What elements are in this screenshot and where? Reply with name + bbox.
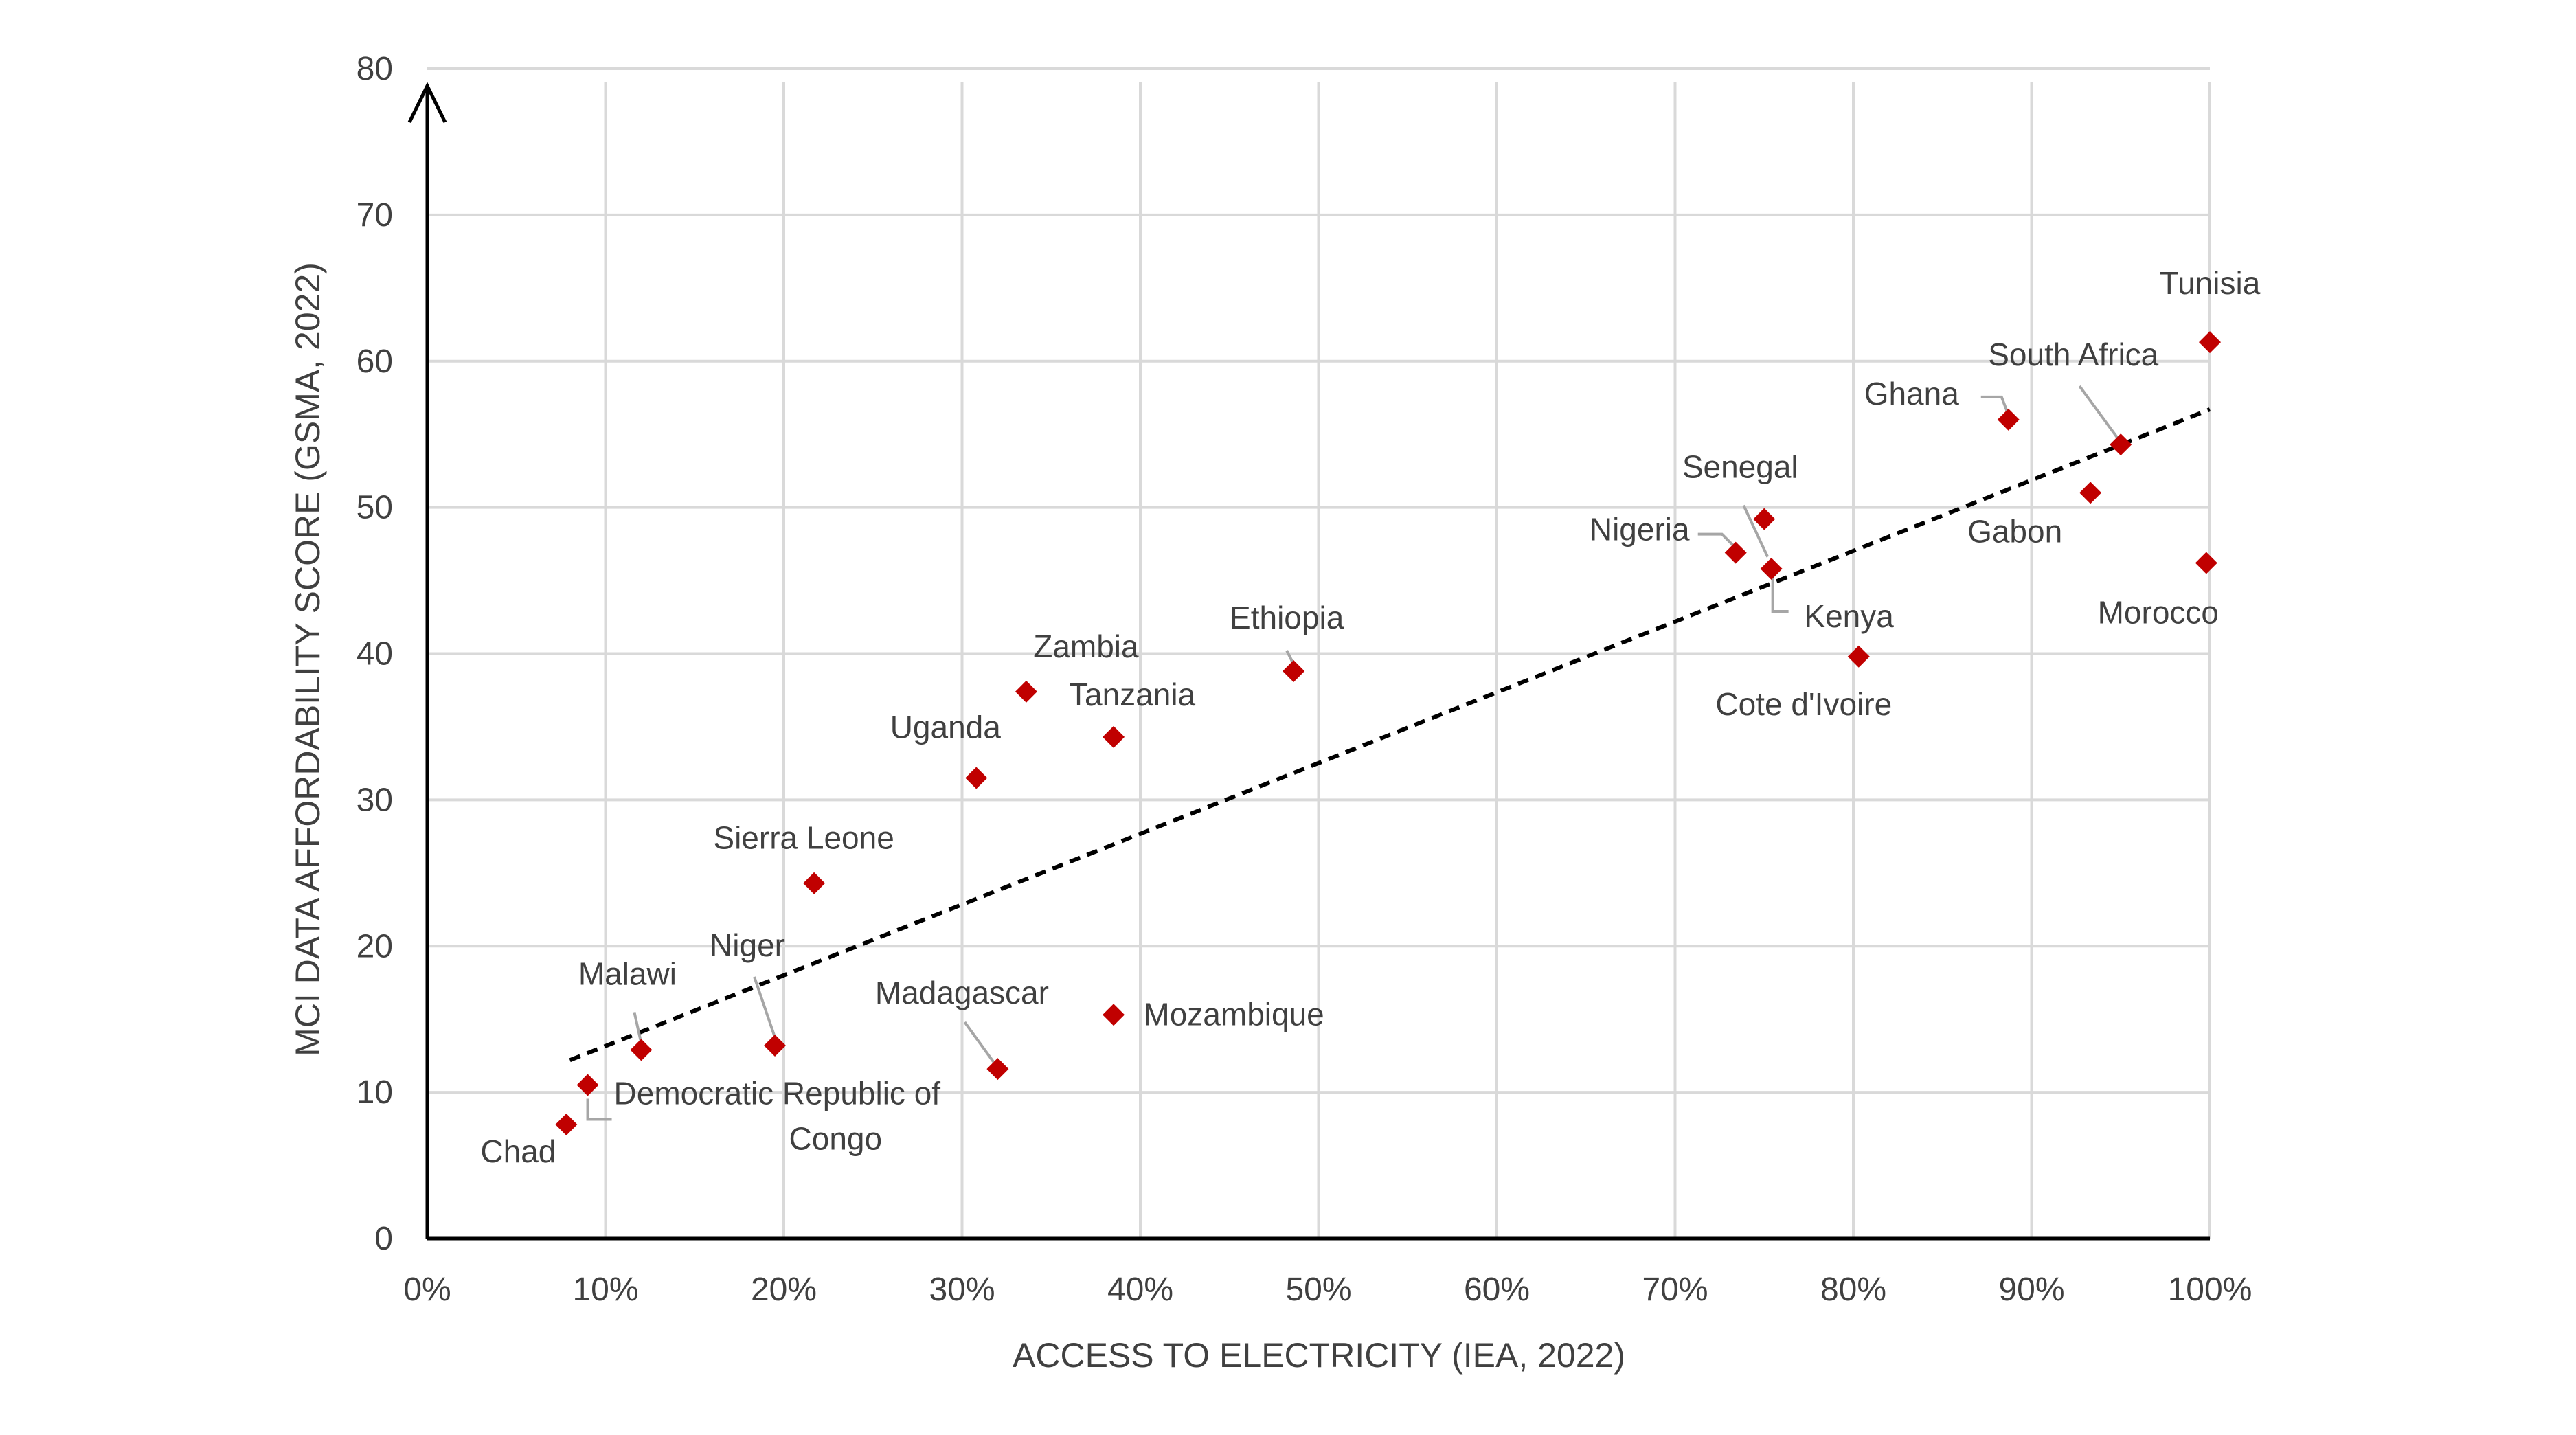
leader-line-madagascar <box>963 1021 995 1063</box>
point-label-south-africa: South Africa <box>1988 337 2158 372</box>
data-point-senegal <box>1753 508 1776 530</box>
data-point-tunisia <box>2199 331 2221 354</box>
data-point-morocco <box>2195 552 2217 574</box>
data-point-malawi <box>630 1039 653 1061</box>
point-label-nigeria: Nigeria <box>1590 512 1690 547</box>
y-tick-label: 50 <box>357 490 393 526</box>
point-label-tunisia: Tunisia <box>2160 265 2261 301</box>
x-axis-title: ACCESS TO ELECTRICITY (IEA, 2022) <box>1013 1336 1625 1375</box>
data-point-cote-d-ivoire <box>1847 645 1870 668</box>
data-point-chad <box>555 1113 578 1135</box>
leader-line-malawi <box>633 1011 643 1043</box>
point-label-democratic-republic-of-congo: Democratic Republic of Congo <box>614 1075 941 1156</box>
x-tick-label: 40% <box>1107 1272 1173 1308</box>
x-tick-label: 20% <box>751 1272 817 1308</box>
point-label-chad: Chad <box>480 1133 556 1169</box>
leader-layer <box>586 385 2119 1121</box>
data-point-uganda <box>965 767 988 789</box>
trend-layer <box>569 407 2211 1063</box>
y-tick-label: 20 <box>357 928 393 964</box>
y-tick-label: 40 <box>357 636 393 673</box>
data-point-madagascar <box>986 1058 1009 1081</box>
x-tick-label: 70% <box>1642 1272 1708 1308</box>
leader-line-senegal <box>1742 504 1770 558</box>
points-layer <box>555 331 2221 1135</box>
leader-line-south-africa <box>2078 385 2119 439</box>
point-label-morocco: Morocco <box>2098 595 2219 631</box>
y-axis-arrowhead <box>407 82 447 124</box>
leader-line-niger <box>753 976 776 1038</box>
leader-line-nigeria <box>1697 532 1735 547</box>
data-point-niger <box>764 1035 787 1057</box>
point-label-senegal: Senegal <box>1682 449 1798 485</box>
data-point-democratic-republic-of-congo <box>576 1074 599 1096</box>
point-label-gabon: Gabon <box>1967 513 2062 549</box>
x-tick-label: 80% <box>1820 1272 1886 1308</box>
point-label-ethiopia: Ethiopia <box>1230 600 1344 635</box>
point-label-tanzania: Tanzania <box>1069 677 1196 712</box>
y-tick-label: 70 <box>357 197 393 234</box>
x-tick-label: 0% <box>403 1272 451 1308</box>
y-tick-label: 60 <box>357 343 393 380</box>
data-point-tanzania <box>1103 725 1125 748</box>
x-tick-label: 10% <box>572 1272 638 1308</box>
point-label-ghana: Ghana <box>1864 376 1960 411</box>
axes-layer: 0% 10% 20% 30% 40% 50% 60% 70% 80% 90% 100% 0 10 20 30… <box>357 51 2252 1308</box>
x-tick-label: 60% <box>1464 1272 1530 1308</box>
data-point-south-africa <box>2110 433 2132 456</box>
x-tick-label: 100% <box>2168 1272 2252 1308</box>
y-tick-label: 30 <box>357 782 393 818</box>
point-label-madagascar: Madagascar <box>875 975 1049 1010</box>
grid-layer <box>427 67 2211 1239</box>
data-point-ethiopia <box>1283 660 1305 683</box>
point-label-cote-d-ivoire: Cote d'Ivoire <box>1715 686 1892 722</box>
labels-layer: Chad Democratic Republic of Congo Malawi Nig… <box>480 265 2260 1169</box>
x-tick-label: 90% <box>1998 1272 2064 1308</box>
leader-line-ghana <box>1980 395 2009 412</box>
point-label-niger: Niger <box>710 927 785 963</box>
trendline <box>569 407 2211 1063</box>
y-tick-label: 0 <box>374 1221 393 1257</box>
leader-line-democratic-republic-of-congo <box>586 1098 612 1121</box>
y-tick-label: 10 <box>357 1074 393 1111</box>
data-point-nigeria <box>1724 541 1747 564</box>
data-point-sierra-leone <box>803 872 826 894</box>
y-axis-title: MCI DATA AFFORDABILITY SCORE (GSMA, 2022… <box>289 262 327 1057</box>
y-tick-label: 80 <box>357 51 393 87</box>
point-label-mozambique: Mozambique <box>1143 996 1324 1032</box>
point-label-kenya: Kenya <box>1804 598 1894 634</box>
point-label-malawi: Malawi <box>578 956 677 991</box>
point-label-sierra-leone: Sierra Leone <box>713 820 894 856</box>
data-point-zambia <box>1015 680 1037 703</box>
point-label-uganda: Uganda <box>890 709 1002 745</box>
data-point-mozambique <box>1103 1004 1125 1026</box>
point-label-zambia: Zambia <box>1033 629 1139 664</box>
x-tick-label: 30% <box>929 1272 995 1308</box>
x-tick-label: 50% <box>1285 1272 1351 1308</box>
data-point-kenya <box>1760 558 1783 580</box>
data-point-gabon <box>2079 482 2102 504</box>
data-point-ghana <box>1997 408 2020 431</box>
leader-line-kenya <box>1771 577 1789 613</box>
